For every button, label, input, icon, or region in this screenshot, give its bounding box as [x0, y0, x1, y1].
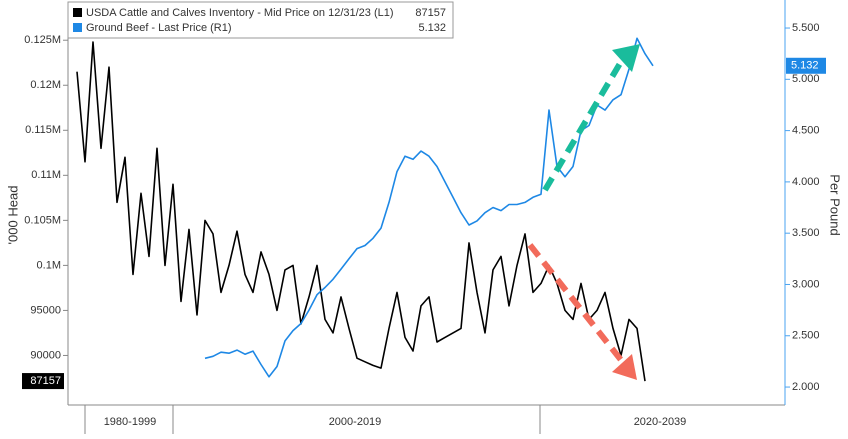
x-group-label: 2020-2039 — [634, 416, 687, 428]
legend-swatch — [73, 8, 82, 17]
y-tick-label: 95000 — [30, 304, 61, 316]
y-tick-label: 0.1M — [37, 259, 61, 271]
legend-value: 5.132 — [418, 22, 446, 34]
y2-tick-label: 3.500 — [792, 227, 820, 239]
trend-arrowhead — [612, 44, 640, 72]
x-group-label: 2000-2019 — [329, 416, 382, 428]
y2-tick-label: 2.500 — [792, 330, 820, 342]
y-tick-label: 0.11M — [31, 169, 61, 181]
y-tick-label: 90000 — [30, 349, 61, 361]
y2-tick-label: 4.000 — [792, 176, 820, 188]
last-value-tag-label: 87157 — [30, 375, 61, 387]
y2-tick-label: 5.000 — [792, 73, 820, 85]
series-line — [204, 37, 654, 378]
y2-tick-label: 2.000 — [792, 381, 820, 393]
y2-tick-label: 5.500 — [792, 22, 820, 34]
y2-tick-label: 4.500 — [792, 125, 820, 137]
trend-arrow — [527, 243, 628, 367]
last-value-tag-label: 5.132 — [791, 60, 819, 72]
y-tick-label: 0.12M — [30, 79, 61, 91]
last-value-tag — [22, 373, 64, 390]
legend-swatch — [73, 23, 82, 32]
legend-value: 87157 — [415, 7, 446, 19]
x-group-label: 1980-1999 — [104, 416, 157, 428]
trend-arrowhead — [612, 354, 637, 380]
trend-arrow — [542, 53, 628, 192]
last-value-tag — [786, 57, 826, 74]
y-axis-label: '000 Head — [5, 186, 20, 245]
y-tick-label: 0.105M — [24, 214, 61, 226]
y2-axis-label: Per Pound — [828, 174, 843, 235]
y2-tick-label: 3.000 — [792, 278, 820, 290]
y-tick-label: 0.125M — [24, 34, 61, 46]
legend — [67, 1, 454, 39]
y-tick-label: 0.115M — [25, 124, 61, 136]
legend-label: Ground Beef - Last Price (R1) — [86, 22, 232, 34]
legend-label: USDA Cattle and Calves Inventory - Mid P… — [86, 7, 394, 19]
